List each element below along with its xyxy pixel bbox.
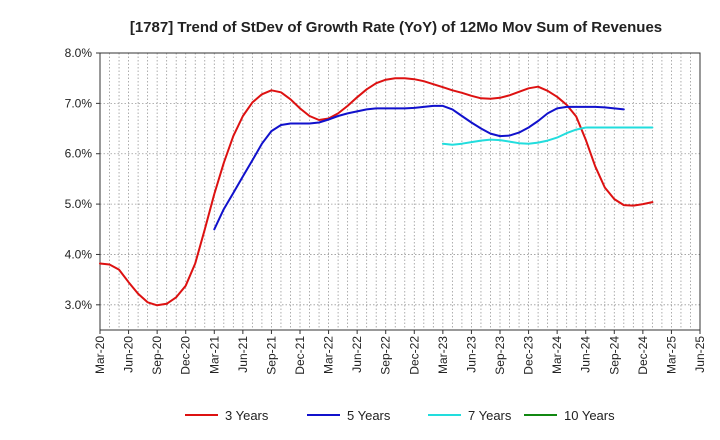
legend-label-3-years: 3 Years [225, 408, 269, 423]
y-tick-label: 7.0% [65, 96, 93, 110]
x-tick-label: Dec-20 [179, 336, 193, 375]
x-tick-label: Sep-20 [150, 336, 164, 375]
x-tick-label: Sep-22 [379, 336, 393, 375]
x-tick-label: Jun-25 [693, 336, 707, 373]
x-tick-label: Mar-24 [550, 336, 564, 374]
x-tick-label: Dec-21 [293, 336, 307, 375]
x-tick-label: Mar-20 [93, 336, 107, 374]
x-tick-label: Sep-21 [264, 336, 278, 375]
x-tick-label: Jun-20 [122, 336, 136, 373]
x-tick-label: Mar-21 [207, 336, 221, 374]
series-line-5-years [213, 104, 625, 231]
x-tick-label: Sep-23 [493, 336, 507, 375]
x-tick-label: Mar-25 [664, 336, 678, 374]
series-lines [99, 77, 654, 307]
legend: 3 Years 5 Years 7 Years 10 Years [185, 408, 615, 423]
x-tick-label: Mar-22 [322, 336, 336, 374]
x-tick-label: Dec-23 [522, 336, 536, 375]
legend-label-7-years: 7 Years [468, 408, 512, 423]
y-tick-label: 4.0% [65, 247, 93, 261]
y-tick-label: 8.0% [65, 46, 93, 60]
x-tick-label: Sep-24 [607, 336, 621, 375]
grid [99, 52, 701, 330]
y-tick-label: 5.0% [65, 197, 93, 211]
series-line-7-years [441, 126, 654, 146]
series-line-3-years [99, 77, 654, 307]
x-tick-label: Dec-24 [636, 336, 650, 375]
legend-label-5-years: 5 Years [347, 408, 391, 423]
y-tick-label: 6.0% [65, 147, 93, 161]
x-tick-label: Jun-24 [579, 336, 593, 373]
plot-area-frame [99, 52, 701, 331]
x-tick-label: Jun-23 [464, 336, 478, 373]
chart-title: [1787] Trend of StDev of Growth Rate (Yo… [130, 19, 662, 36]
x-tick-label: Mar-23 [436, 336, 450, 374]
legend-label-10-years: 10 Years [564, 408, 615, 423]
x-tick-label: Dec-22 [407, 336, 421, 375]
y-tick-label: 3.0% [65, 298, 93, 312]
x-axis: Mar-20 Jun-20 Sep-20 Dec-20 Mar-21 Jun-21 Sep-… [93, 330, 707, 375]
x-tick-label: Jun-22 [350, 336, 364, 373]
x-tick-label: Jun-21 [236, 336, 250, 373]
y-axis: 3.0% 4.0% 5.0% 6.0% 7.0% 8.0% [65, 46, 100, 312]
